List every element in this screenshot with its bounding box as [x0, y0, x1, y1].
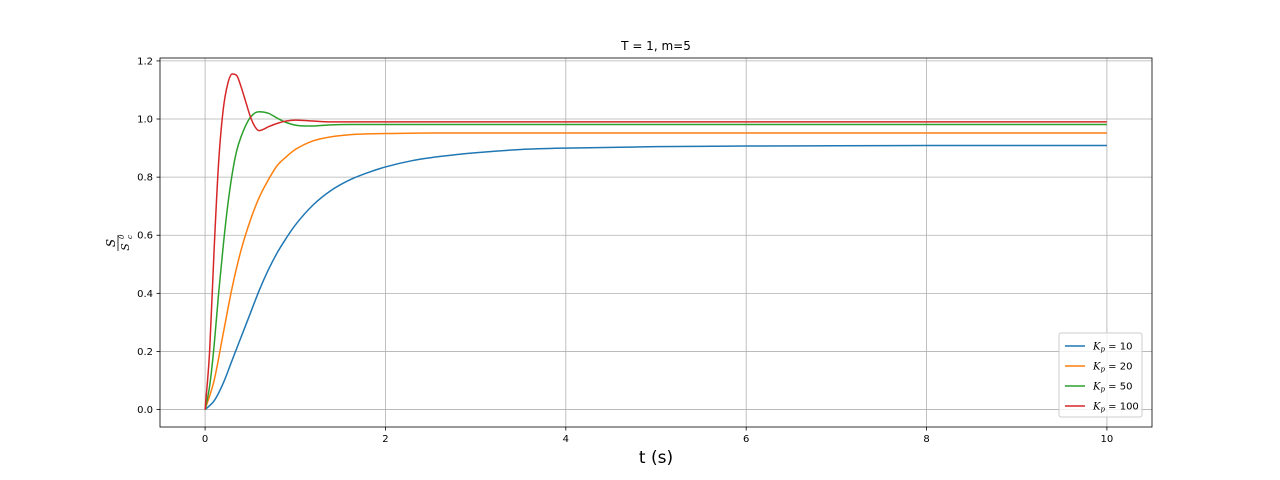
legend-entry-label: Kp = 50 [1092, 382, 1132, 394]
grid-lines [160, 58, 1152, 427]
y-tick-label: 0.2 [137, 347, 153, 358]
y-tick-label: 1.2 [137, 56, 153, 67]
x-tick-label: 8 [923, 434, 929, 445]
y-tick-label: 1.0 [137, 115, 153, 126]
plot-area-frame [159, 57, 1153, 428]
y-tick-label: 0.6 [137, 231, 153, 242]
x-tick-label: 2 [382, 434, 388, 445]
x-axis-label: t (s) [639, 448, 673, 468]
y-axis-label-denominator: S [119, 243, 132, 251]
y-axis: 0.0 0.2 0.4 0.6 0.8 1.0 1.2 [137, 56, 160, 416]
y-axis-label-denominator-base: S [119, 243, 132, 251]
y-axis-label-denominator-sub: c [126, 235, 134, 239]
legend-entry-label: Kp = 20 [1092, 362, 1132, 374]
x-tick-label: 6 [743, 434, 749, 445]
y-axis-label-numerator: S [104, 239, 118, 247]
legend-entry-label: Kp = 10 [1092, 342, 1132, 354]
series-line-kp-50 [204, 111, 1107, 410]
legend-entry-label: Kp = 100 [1092, 402, 1139, 414]
x-axis: 0 2 4 6 8 10 [202, 427, 1113, 445]
x-tick-label: 10 [1101, 434, 1114, 445]
chart-title: T = 1, m=5 [620, 39, 691, 53]
series-line-kp-20 [204, 132, 1107, 410]
legend-box [1058, 332, 1143, 418]
y-axis-label: S S 0 c [104, 234, 134, 251]
series-line-kp-100 [204, 73, 1107, 410]
y-tick-label: 0.0 [137, 405, 153, 416]
legend: Kp = 10 Kp = 20 Kp = 50 Kp = 100 [1058, 332, 1143, 418]
x-tick-label: 4 [563, 434, 569, 445]
series-line-kp-10 [204, 144, 1107, 411]
y-axis-label-denominator-sup: 0 [118, 234, 126, 239]
x-tick-label: 0 [202, 434, 208, 445]
y-tick-label: 0.4 [137, 289, 153, 300]
series-group [204, 73, 1107, 411]
y-tick-label: 0.8 [137, 173, 153, 184]
